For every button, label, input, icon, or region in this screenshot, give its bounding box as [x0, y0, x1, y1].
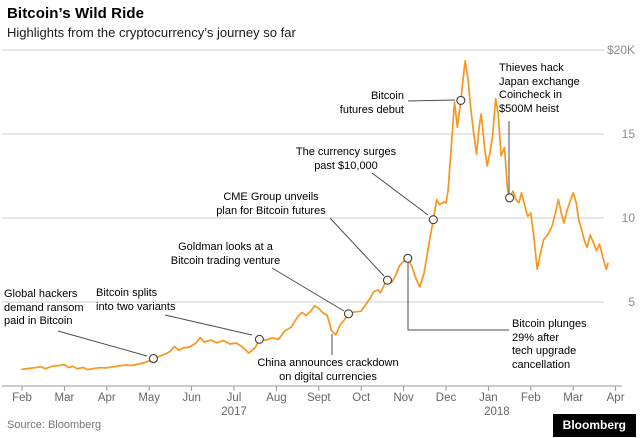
annotation-leader-line — [271, 267, 345, 312]
annotation-leader-line — [407, 99, 456, 102]
x-axis-month-label: Jul — [227, 392, 242, 404]
annotation-plunge: Bitcoin plunges 29% after tech upgrade c… — [512, 318, 587, 371]
event-marker — [403, 253, 413, 263]
x-axis-month-label: Apr — [98, 392, 116, 404]
event-marker — [382, 275, 393, 285]
event-marker — [456, 95, 466, 105]
bloomberg-logo: Bloomberg — [552, 414, 636, 437]
chart-subtitle: Highlights from the cryptocurrency’s jou… — [7, 25, 296, 40]
event-marker — [343, 309, 354, 319]
annotation-leader-line — [371, 172, 429, 216]
annotation-goldman: Goldman looks at a Bitcoin trading ventu… — [170, 241, 281, 267]
x-axis-month-label: Nov — [393, 392, 414, 404]
annotation-coincheck: Thieves hack Japan exchange Coincheck in… — [499, 62, 580, 115]
x-axis-month-label: Jan — [479, 392, 498, 404]
x-axis-month-label: Dec — [436, 392, 457, 404]
x-axis-month-label: Apr — [607, 392, 625, 404]
annotation-futures-debut: Bitcoin futures debut — [339, 90, 404, 116]
x-axis-year-label: 2018 — [484, 406, 510, 418]
x-axis-month-label: Feb — [521, 392, 541, 404]
y-axis-tick-label: 5 — [628, 295, 635, 309]
event-marker — [254, 334, 264, 344]
annotation-leader-line — [407, 263, 509, 331]
x-axis-month-label: Feb — [12, 392, 32, 404]
x-axis-month-label: Sept — [307, 392, 331, 404]
source-label: Source: Bloomberg — [7, 419, 102, 431]
annotation-cme: CME Group unveils plan for Bitcoin futur… — [216, 191, 326, 217]
x-axis-month-label: Jun — [182, 392, 201, 404]
x-axis-month-label: May — [138, 392, 160, 404]
annotation-leader-line — [329, 217, 385, 277]
x-axis-year-label: 2017 — [221, 406, 247, 418]
event-marker — [505, 193, 515, 203]
annotation-ransom: Global hackers demand ransom paid in Bit… — [4, 288, 84, 328]
annotation-china-crackdown: China announces crackdown on digital cur… — [257, 357, 399, 383]
y-axis-tick-label: 15 — [622, 127, 636, 141]
annotation-surge-10k: The currency surges past $10,000 — [295, 146, 397, 172]
annotation-leader-line — [164, 314, 253, 336]
x-axis-month-label: Oct — [352, 392, 371, 404]
annotation-leader-line — [57, 330, 148, 357]
x-axis-month-label: Mar — [563, 392, 583, 404]
chart-title: Bitcoin’s Wild Ride — [7, 5, 145, 22]
x-axis-month-label: Aug — [266, 392, 286, 404]
y-axis-tick-label: $20K — [607, 43, 635, 57]
y-axis-tick-label: 10 — [622, 211, 636, 225]
annotation-split: Bitcoin splits into two variants — [96, 287, 176, 313]
x-axis-month-label: Mar — [54, 392, 74, 404]
event-marker — [428, 215, 438, 225]
event-marker — [148, 354, 158, 364]
